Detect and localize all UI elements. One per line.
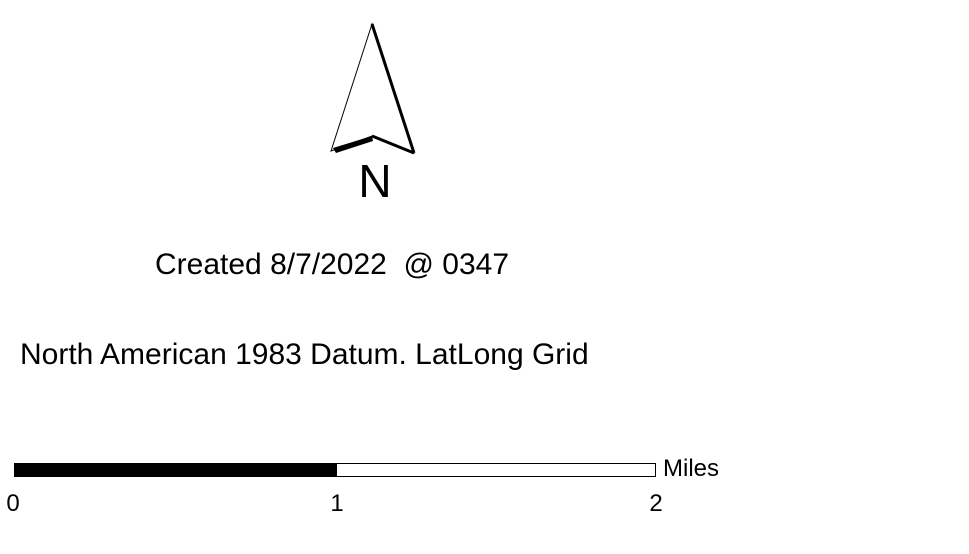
scale-tick-label: 0 [6,490,20,517]
scale-units-label: Miles [663,455,720,482]
north-arrow-icon [320,20,430,165]
created-timestamp: Created 8/7/2022 @ 0347 [155,248,510,281]
datum-label: North American 1983 Datum. LatLong Grid [20,338,589,371]
scale-tick-label: 1 [330,490,344,517]
scale-bar [14,463,659,477]
scale-bar-filled-segment [14,463,337,477]
north-label: N [358,155,392,207]
scale-bar-empty-segment [337,463,656,477]
scale-tick-label: 2 [649,490,663,517]
